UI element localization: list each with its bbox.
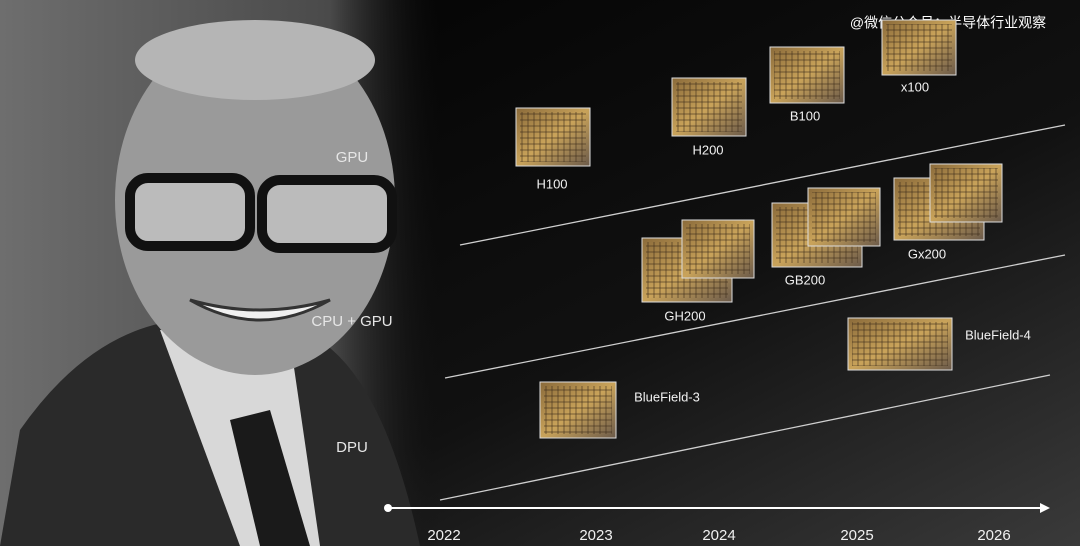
year-label: 2023: [579, 527, 612, 544]
chip-grid: [812, 192, 876, 242]
portrait: [0, 0, 440, 546]
chip-grid: [934, 168, 998, 218]
year-label: 2026: [977, 527, 1010, 544]
row-label: CPU + GPU: [311, 313, 392, 330]
product-label: H100: [536, 176, 567, 191]
chip-grid: [686, 224, 750, 274]
product-label: B100: [790, 108, 820, 123]
product-label: GH200: [664, 308, 705, 323]
product-label: BlueField-3: [634, 389, 700, 404]
year-label: 2025: [840, 527, 873, 544]
chip-grid: [544, 386, 612, 434]
year-label: 2024: [702, 527, 735, 544]
product-label: H200: [692, 142, 723, 157]
chip-grid: [852, 322, 948, 366]
product-label: x100: [901, 79, 929, 94]
product-label: GB200: [785, 272, 825, 287]
row-label: DPU: [336, 439, 368, 456]
product-label: BlueField-4: [965, 327, 1031, 342]
separators: [439, 124, 1066, 501]
timeline: [384, 503, 1050, 513]
chip-grid: [676, 82, 742, 132]
product-label: Gx200: [908, 246, 946, 261]
chip-grid: [774, 51, 840, 99]
chip-grid: [886, 24, 952, 71]
chip-grid: [520, 112, 586, 162]
row-label: GPU: [336, 149, 369, 166]
year-label: 2022: [427, 527, 460, 544]
